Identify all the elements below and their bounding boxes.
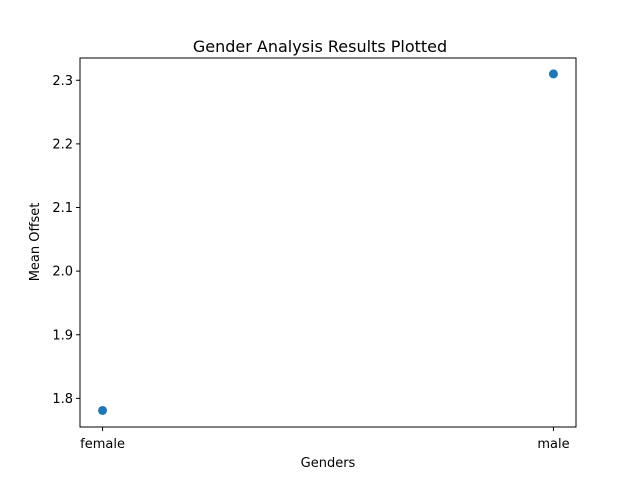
x-tick-label: female bbox=[80, 437, 125, 452]
y-tick-label: 2.2 bbox=[52, 137, 73, 152]
x-axis-label: Genders bbox=[301, 456, 356, 471]
x-tick-label: male bbox=[537, 437, 569, 452]
plot-area: 1.8 1.9 2.0 2.1 2.2 2.3 female male bbox=[52, 69, 570, 452]
y-tick-label: 2.1 bbox=[52, 201, 73, 216]
y-tick-label: 1.9 bbox=[52, 328, 73, 343]
data-point bbox=[98, 405, 108, 415]
plot-frame bbox=[79, 57, 577, 428]
y-tick-label: 2.0 bbox=[52, 265, 73, 280]
chart-title: Gender Analysis Results Plotted bbox=[193, 37, 447, 56]
y-tick-label: 2.3 bbox=[52, 74, 73, 89]
y-tick-label: 1.8 bbox=[52, 392, 73, 407]
data-point bbox=[548, 69, 558, 79]
y-axis-label: Mean Offset bbox=[28, 203, 43, 282]
